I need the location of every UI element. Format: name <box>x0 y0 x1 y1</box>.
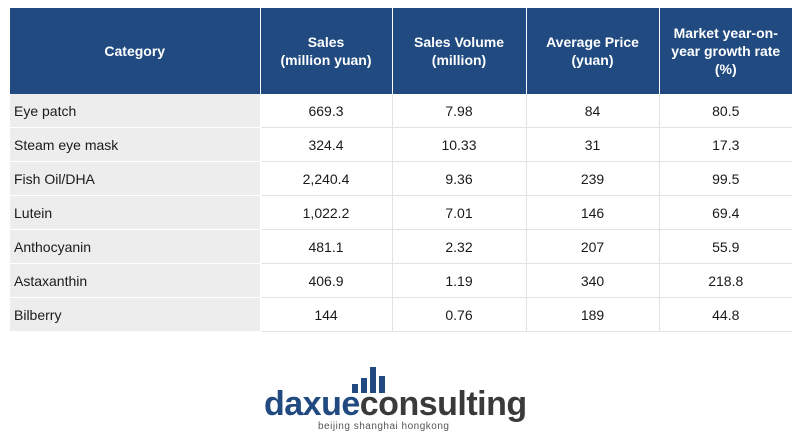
cell-sales: 144 <box>260 297 393 332</box>
cell-category: Fish Oil/DHA <box>10 161 261 196</box>
cell-category: Steam eye mask <box>10 127 261 162</box>
table-row: Anthocyanin 481.1 2.32 207 55.9 <box>10 229 792 264</box>
cell-growth-rate: 44.8 <box>659 297 792 332</box>
header-sales-text: Sales (million yuan) <box>280 34 372 68</box>
data-table: Category Sales (million yuan) Sales Volu… <box>10 8 792 332</box>
header-average-price: Average Price (yuan) <box>526 8 660 94</box>
logo-wordmark-consulting: consulting <box>359 385 527 423</box>
cell-sales: 669.3 <box>260 94 393 128</box>
header-row: Category Sales (million yuan) Sales Volu… <box>10 8 792 94</box>
cell-growth-rate: 99.5 <box>659 161 792 196</box>
logo-wordmark: daxueconsulting <box>264 387 527 421</box>
table-row: Lutein 1,022.2 7.01 146 69.4 <box>10 195 792 230</box>
cell-growth-rate: 17.3 <box>659 127 792 162</box>
daxue-consulting-logo: daxueconsulting beijing shanghai hongkon… <box>264 365 544 433</box>
table-row: Astaxanthin 406.9 1.19 340 218.8 <box>10 263 792 298</box>
cell-sales-volume: 7.98 <box>392 94 527 128</box>
header-sales-volume: Sales Volume (million) <box>392 8 527 94</box>
table-body: Eye patch 669.3 7.98 84 80.5 Steam eye mask 32… <box>10 94 792 332</box>
cell-sales: 406.9 <box>260 263 393 298</box>
cell-growth-rate: 69.4 <box>659 195 792 230</box>
cell-average-price: 189 <box>526 297 660 332</box>
cell-category: Bilberry <box>10 297 261 332</box>
cell-sales: 481.1 <box>260 229 393 264</box>
header-sales: Sales (million yuan) <box>260 8 393 94</box>
cell-sales-volume: 2.32 <box>392 229 527 264</box>
cell-category: Astaxanthin <box>10 263 261 298</box>
table-row: Bilberry 144 0.76 189 44.8 <box>10 297 792 332</box>
header-sales-volume-text: Sales Volume (million) <box>413 34 504 68</box>
cell-average-price: 146 <box>526 195 660 230</box>
cell-category: Eye patch <box>10 94 261 128</box>
cell-sales-volume: 1.19 <box>392 263 527 298</box>
logo-bar <box>352 384 358 393</box>
cell-sales-volume: 10.33 <box>392 127 527 162</box>
logo-bars-icon <box>352 367 392 393</box>
cell-sales-volume: 7.01 <box>392 195 527 230</box>
cell-average-price: 31 <box>526 127 660 162</box>
cell-sales-volume: 0.76 <box>392 297 527 332</box>
cell-average-price: 340 <box>526 263 660 298</box>
table-row: Fish Oil/DHA 2,240.4 9.36 239 99.5 <box>10 161 792 196</box>
cell-growth-rate: 55.9 <box>659 229 792 264</box>
cell-average-price: 207 <box>526 229 660 264</box>
header-average-price-text: Average Price (yuan) <box>546 34 639 68</box>
cell-average-price: 239 <box>526 161 660 196</box>
cell-sales-volume: 9.36 <box>392 161 527 196</box>
table-row: Steam eye mask 324.4 10.33 31 17.3 <box>10 127 792 162</box>
header-category: Category <box>10 8 261 94</box>
logo-tagline: beijing shanghai hongkong <box>318 421 450 432</box>
header-growth-rate: Market year-on-year growth rate (%) <box>659 8 792 94</box>
logo-bar <box>370 367 376 393</box>
cell-sales: 1,022.2 <box>260 195 393 230</box>
cell-sales: 2,240.4 <box>260 161 393 196</box>
cell-sales: 324.4 <box>260 127 393 162</box>
logo-bar <box>361 378 367 393</box>
cell-category: Anthocyanin <box>10 229 261 264</box>
logo-wordmark-daxue: daxue <box>264 385 360 423</box>
cell-growth-rate: 80.5 <box>659 94 792 128</box>
cell-average-price: 84 <box>526 94 660 128</box>
table-row: Eye patch 669.3 7.98 84 80.5 <box>10 94 792 128</box>
logo-bar <box>379 376 385 393</box>
cell-growth-rate: 218.8 <box>659 263 792 298</box>
cell-category: Lutein <box>10 195 261 230</box>
